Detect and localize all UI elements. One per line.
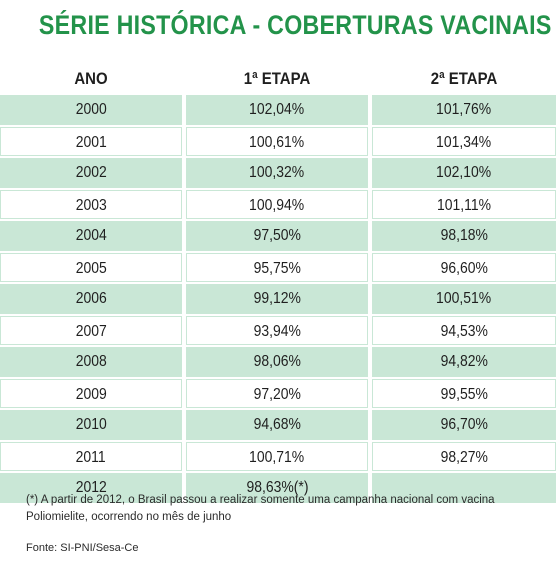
- year-cell-text: 2003: [75, 196, 107, 214]
- year-cell-text: 2001: [75, 133, 107, 151]
- table-row: 2012 98,63%(*): [0, 472, 556, 504]
- etapa-2-cell-text: 96,60%: [440, 259, 488, 277]
- table-row: 2005 95,75% 96,60%: [0, 252, 556, 284]
- year-cell-text: 2012: [75, 479, 107, 496]
- etapa-2-cell: [372, 473, 556, 503]
- etapa-1-cell: 95,75%: [186, 252, 368, 282]
- etapa-1-cell-text: 94,68%: [253, 416, 301, 433]
- etapa-1-cell-text: 100,71%: [249, 448, 305, 466]
- etapa-2-cell: 101,11%: [372, 189, 556, 219]
- year-cell: 2000: [0, 95, 182, 125]
- etapa-2-cell: 101,76%: [372, 95, 556, 125]
- etapa-1-cell-text: 100,94%: [249, 196, 305, 214]
- table-row: 2009 97,20% 99,55%: [0, 378, 556, 410]
- table-body: 2000 102,04% 101,76% 2001 100,61% 101,34% 2002…: [0, 94, 556, 504]
- etapa-2-cell-text: 101,76%: [436, 101, 492, 118]
- etapa-1-cell: 97,20%: [186, 378, 368, 408]
- etapa-2-cell-text: 101,11%: [436, 196, 492, 214]
- table-row: 2002 100,32% 102,10%: [0, 157, 556, 189]
- chart-title: SÉRIE HISTÓRICA - COBERTURAS VACINAIS: [38, 10, 552, 40]
- year-cell: 2004: [0, 221, 182, 251]
- etapa-2-cell: 101,34%: [372, 126, 556, 156]
- etapa-1-cell: 100,61%: [186, 126, 368, 156]
- etapa-1-cell-text: 98,06%: [253, 353, 301, 370]
- footnote: (*) A partir de 2012, o Brasil passou a …: [26, 494, 495, 523]
- year-cell-text: 2008: [75, 353, 107, 370]
- table-row: 2004 97,50% 98,18%: [0, 220, 556, 252]
- etapa-1-cell-text: 98,63%(*): [245, 479, 309, 496]
- etapa-1-cell-text: 100,61%: [249, 133, 305, 151]
- year-cell-text: 2004: [75, 227, 107, 244]
- etapa-2-cell: 98,18%: [372, 221, 556, 251]
- etapa-1-cell-text: 97,50%: [253, 227, 301, 244]
- year-cell: 2007: [0, 315, 182, 345]
- column-header-etapa-1: 1ª ETAPA: [243, 69, 311, 88]
- table-row: 2010 94,68% 96,70%: [0, 409, 556, 441]
- etapa-2-cell-text: 94,82%: [440, 353, 488, 370]
- etapa-1-cell: 98,63%(*): [186, 473, 368, 503]
- table-row: 2007 93,94% 94,53%: [0, 315, 556, 347]
- year-cell: 2002: [0, 158, 182, 188]
- column-header-etapa-2: 2ª ETAPA: [430, 69, 498, 88]
- table-header: ANO 1ª ETAPA 2ª ETAPA: [0, 66, 556, 92]
- year-cell: 2005: [0, 252, 182, 282]
- etapa-2-cell: 96,70%: [372, 410, 556, 440]
- table-row: 2006 99,12% 100,51%: [0, 283, 556, 315]
- etapa-1-cell: 102,04%: [186, 95, 368, 125]
- etapa-2-cell-text: 98,18%: [440, 227, 488, 244]
- year-cell: 2012: [0, 473, 182, 503]
- year-cell-text: 2007: [75, 322, 107, 340]
- table-row: 2001 100,61% 101,34%: [0, 126, 556, 158]
- etapa-2-cell: 94,53%: [372, 315, 556, 345]
- etapa-1-cell-text: 102,04%: [249, 101, 305, 118]
- source-note: Fonte: SI-PNI/Sesa-Ce: [26, 542, 139, 554]
- etapa-1-cell-text: 95,75%: [253, 259, 301, 277]
- etapa-1-cell: 93,94%: [186, 315, 368, 345]
- year-cell-text: 2006: [75, 290, 107, 307]
- etapa-1-cell-text: 100,32%: [249, 164, 305, 181]
- etapa-2-cell-text: 98,27%: [440, 448, 488, 466]
- etapa-1-cell: 100,32%: [186, 158, 368, 188]
- etapa-2-cell: 100,51%: [372, 284, 556, 314]
- etapa-1-cell: 97,50%: [186, 221, 368, 251]
- year-cell-text: 2011: [75, 448, 107, 466]
- etapa-1-cell-text: 97,20%: [253, 385, 301, 403]
- table-row: 2000 102,04% 101,76%: [0, 94, 556, 126]
- etapa-2-cell: 96,60%: [372, 252, 556, 282]
- year-cell: 2011: [0, 441, 182, 471]
- column-header-ano: ANO: [74, 69, 108, 88]
- etapa-2-cell-text: 100,51%: [436, 290, 492, 307]
- year-cell: 2008: [0, 347, 182, 377]
- etapa-2-cell: 98,27%: [372, 441, 556, 471]
- year-cell: 2009: [0, 378, 182, 408]
- etapa-2-cell-text: 101,34%: [436, 133, 492, 151]
- etapa-2-cell: 102,10%: [372, 158, 556, 188]
- etapa-1-cell: 100,94%: [186, 189, 368, 219]
- year-cell-text: 2002: [75, 164, 107, 181]
- etapa-2-cell: 94,82%: [372, 347, 556, 377]
- year-cell: 2003: [0, 189, 182, 219]
- year-cell-text: 2010: [75, 416, 107, 433]
- etapa-2-cell-text: 99,55%: [440, 385, 488, 403]
- year-cell: 2010: [0, 410, 182, 440]
- table-row: 2003 100,94% 101,11%: [0, 189, 556, 221]
- etapa-1-cell: 99,12%: [186, 284, 368, 314]
- etapa-2-cell-text: 96,70%: [440, 416, 488, 433]
- table-row: 2008 98,06% 94,82%: [0, 346, 556, 378]
- etapa-1-cell: 100,71%: [186, 441, 368, 471]
- year-cell-text: 2000: [75, 101, 107, 118]
- etapa-1-cell-text: 93,94%: [253, 322, 301, 340]
- etapa-2-cell-text: 94,53%: [440, 322, 488, 340]
- year-cell-text: 2005: [75, 259, 107, 277]
- etapa-1-cell-text: 99,12%: [253, 290, 301, 307]
- year-cell-text: 2009: [75, 385, 107, 403]
- year-cell: 2006: [0, 284, 182, 314]
- table-row: 2011 100,71% 98,27%: [0, 441, 556, 473]
- etapa-1-cell: 98,06%: [186, 347, 368, 377]
- etapa-2-cell-text: 102,10%: [436, 164, 492, 181]
- etapa-2-cell: 99,55%: [372, 378, 556, 408]
- year-cell: 2001: [0, 126, 182, 156]
- etapa-1-cell: 94,68%: [186, 410, 368, 440]
